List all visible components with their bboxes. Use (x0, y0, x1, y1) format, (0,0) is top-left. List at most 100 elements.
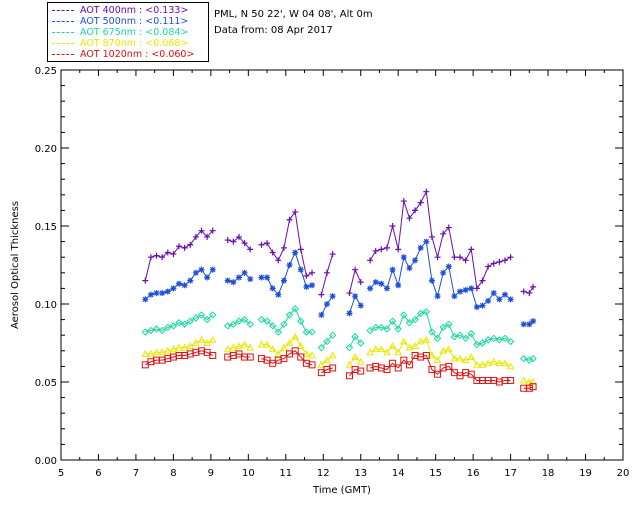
legend-label-400nm: AOT 400nm : <0.133> (80, 5, 189, 16)
data-point (318, 291, 325, 298)
data-point (268, 322, 277, 330)
data-point (158, 348, 167, 356)
data-point (181, 282, 188, 289)
y-tick-label: 0.00 (35, 456, 57, 467)
data-point (170, 285, 177, 292)
data-point (394, 325, 402, 333)
data-point (394, 364, 402, 372)
data-point (525, 377, 534, 385)
x-axis-label: Time (GMT) (312, 485, 371, 496)
data-point (400, 254, 407, 261)
data-point (186, 342, 195, 350)
data-point (451, 293, 458, 300)
data-point (405, 361, 413, 369)
data-point (308, 328, 316, 336)
data-point (428, 351, 436, 359)
data-point (520, 354, 528, 363)
data-point (224, 322, 232, 330)
data-point (457, 288, 464, 295)
legend-item-675nm: AOT 675nm : <0.084> (52, 27, 188, 38)
data-point (434, 293, 441, 300)
data-point (208, 335, 217, 343)
data-point (428, 233, 435, 240)
data-point (229, 343, 238, 351)
data-point (263, 340, 271, 348)
data-point (501, 334, 509, 343)
data-point (372, 323, 380, 332)
data-point (457, 254, 464, 261)
data-point (366, 348, 374, 356)
data-point (241, 269, 248, 276)
x-tick-label: 5 (58, 468, 64, 479)
x-tick-label: 14 (392, 468, 405, 479)
data-point (433, 334, 442, 343)
data-point (445, 224, 452, 231)
series-line (349, 268, 362, 294)
data-point (428, 366, 436, 374)
data-point (258, 241, 265, 248)
data-point (456, 331, 464, 339)
data-point (224, 237, 231, 244)
data-point (274, 349, 283, 357)
data-point (416, 337, 425, 345)
data-point (468, 246, 475, 253)
data-point (383, 244, 390, 251)
data-point (352, 293, 359, 300)
data-point (152, 325, 161, 333)
data-point (235, 342, 243, 350)
data-point (400, 356, 408, 364)
data-point (461, 356, 470, 364)
data-point (467, 353, 476, 360)
data-point (324, 269, 331, 276)
series-line (349, 335, 362, 348)
data-point (153, 290, 160, 297)
data-point (389, 266, 396, 273)
data-point (357, 279, 364, 286)
series-line (261, 307, 313, 333)
data-point (345, 360, 354, 368)
data-point (309, 269, 316, 276)
data-point (209, 351, 217, 359)
series-line (261, 251, 313, 296)
data-point (526, 321, 533, 328)
data-point (329, 364, 337, 372)
data-point (263, 317, 271, 325)
data-point (388, 317, 397, 325)
series-line (321, 334, 334, 349)
data-point (246, 353, 254, 361)
x-tick-label: 15 (429, 468, 442, 479)
series-line (145, 339, 213, 355)
data-point (506, 337, 515, 346)
data-point (490, 334, 498, 343)
data-point (309, 282, 316, 289)
data-point (423, 238, 430, 245)
legend-item-870nm: AOT 870nm : <0.068> (52, 38, 188, 49)
data-point (433, 356, 442, 364)
x-tick-label: 11 (279, 468, 292, 479)
data-point (292, 208, 299, 215)
data-point (383, 325, 391, 333)
data-point (473, 304, 480, 311)
data-point (197, 335, 206, 343)
data-point (467, 370, 475, 378)
data-point (291, 347, 299, 355)
data-point (142, 277, 149, 284)
data-point (147, 254, 154, 261)
data-point (444, 345, 453, 353)
data-point (147, 349, 155, 357)
data-point (268, 345, 277, 353)
data-point (198, 266, 205, 273)
data-point (264, 240, 271, 247)
series-line (523, 386, 534, 389)
y-tick-label: 0.15 (35, 222, 57, 233)
data-point (286, 216, 293, 223)
data-point (296, 342, 305, 350)
data-point (478, 339, 487, 347)
data-point (258, 274, 265, 281)
legend-label-500nm: AOT 500nm : <0.111> (80, 16, 189, 27)
data-point (357, 302, 364, 309)
data-point (507, 254, 514, 261)
data-point (280, 244, 287, 251)
data-point (230, 238, 237, 245)
data-point (451, 254, 458, 261)
